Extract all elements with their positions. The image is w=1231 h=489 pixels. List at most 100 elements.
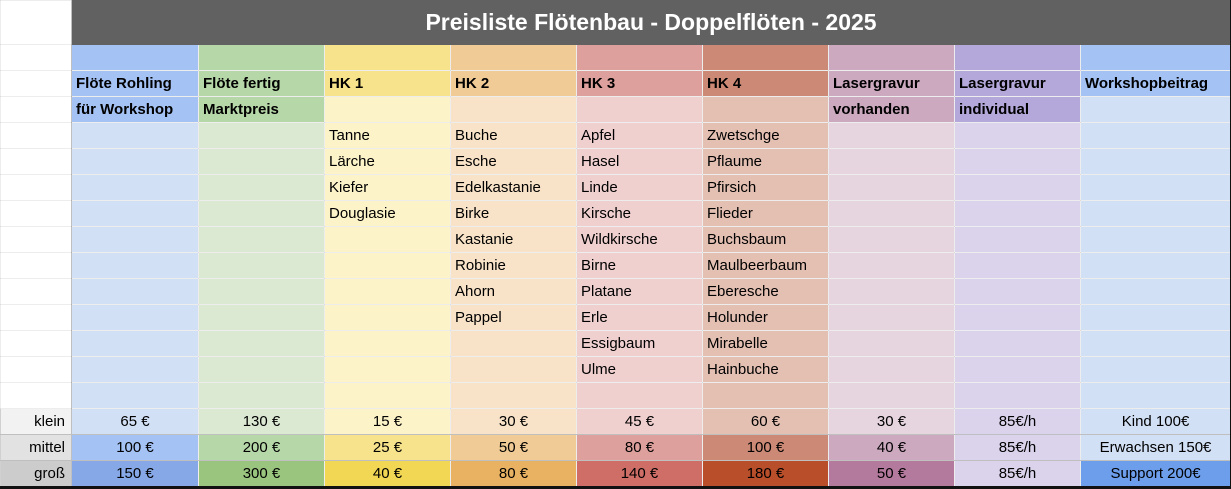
price-cell[interactable]: 140 € [577, 461, 703, 488]
wood-list-item[interactable]: Erle [577, 305, 703, 331]
wood-list-item[interactable]: Maulbeerbaum [703, 253, 829, 279]
price-cell[interactable]: 15 € [325, 409, 451, 435]
price-cell[interactable]: 60 € [703, 409, 829, 435]
price-cell[interactable]: 180 € [703, 461, 829, 488]
wood-list-item[interactable] [325, 383, 451, 409]
wood-list-item[interactable] [199, 383, 325, 409]
row-label-cell[interactable] [1, 357, 72, 383]
wood-list-item[interactable] [703, 383, 829, 409]
price-cell[interactable]: 80 € [451, 461, 577, 488]
row-label-cell[interactable] [1, 305, 72, 331]
wood-list-item[interactable]: Essigbaum [577, 331, 703, 357]
wood-list-item[interactable] [1081, 123, 1231, 149]
column-header-cell[interactable] [325, 97, 451, 123]
wood-list-item[interactable]: Ahorn [451, 279, 577, 305]
wood-list-item[interactable] [1081, 253, 1231, 279]
wood-list-item[interactable] [955, 279, 1081, 305]
wood-list-item[interactable]: Birne [577, 253, 703, 279]
row-label-cell[interactable] [1, 175, 72, 201]
wood-list-item[interactable] [199, 253, 325, 279]
wood-list-item[interactable] [829, 383, 955, 409]
row-label-cell[interactable] [1, 383, 72, 409]
row-label-cell[interactable] [1, 71, 72, 97]
wood-list-item[interactable] [72, 123, 199, 149]
wood-list-item[interactable] [1081, 149, 1231, 175]
price-cell[interactable]: 40 € [325, 461, 451, 488]
wood-list-item[interactable]: Platane [577, 279, 703, 305]
wood-list-item[interactable]: Buchsbaum [703, 227, 829, 253]
wood-list-item[interactable] [72, 305, 199, 331]
wood-list-item[interactable]: Birke [451, 201, 577, 227]
wood-list-item[interactable] [72, 201, 199, 227]
wood-list-item[interactable] [829, 279, 955, 305]
row-label-cell[interactable] [1, 279, 72, 305]
page-title[interactable]: Preisliste Flötenbau - Doppelflöten - 20… [72, 1, 1231, 45]
wood-list-item[interactable] [955, 357, 1081, 383]
wood-list-item[interactable]: Linde [577, 175, 703, 201]
wood-list-item[interactable]: Wildkirsche [577, 227, 703, 253]
price-cell[interactable]: 100 € [72, 435, 199, 461]
wood-list-item[interactable]: Pappel [451, 305, 577, 331]
column-header-cell[interactable]: Flöte Rohling [72, 71, 199, 97]
wood-list-item[interactable]: Kastanie [451, 227, 577, 253]
wood-list-item[interactable] [829, 175, 955, 201]
wood-list-item[interactable] [829, 201, 955, 227]
wood-list-item[interactable] [199, 279, 325, 305]
column-header-cell[interactable] [451, 97, 577, 123]
wood-list-item[interactable] [72, 279, 199, 305]
wood-list-item[interactable] [577, 383, 703, 409]
wood-list-item[interactable]: Ulme [577, 357, 703, 383]
wood-list-item[interactable] [199, 201, 325, 227]
wood-list-item[interactable] [72, 331, 199, 357]
wood-list-item[interactable]: Tanne [325, 123, 451, 149]
wood-list-item[interactable] [829, 331, 955, 357]
size-label[interactable]: klein [1, 409, 72, 435]
column-header-cell[interactable]: individual [955, 97, 1081, 123]
price-cell[interactable]: 300 € [199, 461, 325, 488]
wood-list-item[interactable] [955, 149, 1081, 175]
wood-list-item[interactable] [325, 331, 451, 357]
wood-list-item[interactable] [199, 123, 325, 149]
wood-list-item[interactable] [325, 305, 451, 331]
column-header-cell[interactable]: für Workshop [72, 97, 199, 123]
wood-list-item[interactable] [72, 149, 199, 175]
header-band-cell[interactable] [955, 45, 1081, 71]
wood-list-item[interactable] [829, 305, 955, 331]
wood-list-item[interactable] [451, 331, 577, 357]
price-cell[interactable]: Support 200€ [1081, 461, 1231, 488]
wood-list-item[interactable]: Kirsche [577, 201, 703, 227]
wood-list-item[interactable] [829, 149, 955, 175]
wood-list-item[interactable] [199, 149, 325, 175]
header-band-cell[interactable] [451, 45, 577, 71]
row-label-cell[interactable] [1, 227, 72, 253]
wood-list-item[interactable] [325, 357, 451, 383]
row-label-cell[interactable] [1, 253, 72, 279]
header-band-cell[interactable] [577, 45, 703, 71]
wood-list-item[interactable] [955, 175, 1081, 201]
wood-list-item[interactable] [1081, 279, 1231, 305]
wood-list-item[interactable]: Zwetschge [703, 123, 829, 149]
wood-list-item[interactable] [955, 305, 1081, 331]
row-label-cell[interactable] [1, 149, 72, 175]
corner-cell[interactable] [1, 1, 72, 45]
row-label-cell[interactable] [1, 45, 72, 71]
wood-list-item[interactable] [72, 357, 199, 383]
wood-list-item[interactable]: Lärche [325, 149, 451, 175]
wood-list-item[interactable] [199, 227, 325, 253]
wood-list-item[interactable]: Holunder [703, 305, 829, 331]
price-cell[interactable]: 130 € [199, 409, 325, 435]
price-cell[interactable]: 45 € [577, 409, 703, 435]
wood-list-item[interactable] [1081, 201, 1231, 227]
wood-list-item[interactable] [955, 201, 1081, 227]
wood-list-item[interactable] [199, 305, 325, 331]
wood-list-item[interactable] [72, 175, 199, 201]
header-band-cell[interactable] [325, 45, 451, 71]
price-cell[interactable]: 25 € [325, 435, 451, 461]
wood-list-item[interactable] [325, 253, 451, 279]
column-header-cell[interactable]: Lasergravur [829, 71, 955, 97]
wood-list-item[interactable] [955, 253, 1081, 279]
price-cell[interactable]: Erwachsen 150€ [1081, 435, 1231, 461]
row-label-cell[interactable] [1, 331, 72, 357]
column-header-cell[interactable]: HK 1 [325, 71, 451, 97]
wood-list-item[interactable]: Buche [451, 123, 577, 149]
